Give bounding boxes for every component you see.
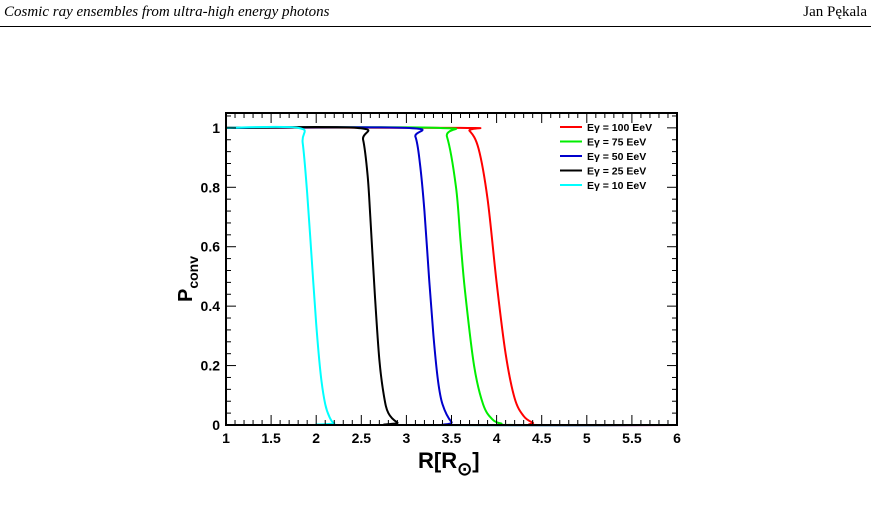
legend-label-4: Eγ = 10 EeV [587,180,646,192]
x-tick-label: 2 [312,430,320,446]
legend-label-0: Eγ = 100 EeV [587,122,652,134]
ticks-layer [225,113,678,426]
x-tick-label: 3 [403,430,411,446]
legend: Eγ = 100 EeV Eγ = 75 EeV Eγ = 50 EeV Eγ = 2… [560,122,652,192]
x-tick-label: 1 [222,430,230,446]
x-tick-label: 1.5 [261,430,281,446]
x-tick-label: 3.5 [442,430,462,446]
x-tick-label: 5.5 [622,430,642,446]
x-tick-label: 5 [583,430,591,446]
x-tick-label: 4.5 [532,430,552,446]
running-title: Cosmic ray ensembles from ultra-high ene… [4,4,330,20]
y-tick-label: 0.4 [201,298,221,314]
y-tick-label: 0.8 [201,179,221,195]
y-tick-label: 0.6 [201,239,221,255]
page-header: Cosmic ray ensembles from ultra-high ene… [0,0,871,30]
y-tick-label: 1 [212,120,220,136]
legend-label-2: Eγ = 50 EeV [587,151,646,163]
x-tick-label: 6 [673,430,681,446]
running-author: Jan Pękala [803,4,867,20]
x-axis-title: R[R⊙] [418,448,480,479]
y-tick-label: 0.2 [201,358,221,374]
legend-label-1: Eγ = 75 EeV [587,137,646,149]
legend-label-3: Eγ = 25 EeV [587,166,646,178]
header-rule [0,26,871,27]
y-axis-title: Pconv [175,256,201,302]
x-tick-label: 4 [493,430,501,446]
x-tick-label: 2.5 [352,430,372,446]
y-tick-label: 0 [212,417,220,433]
tick-labels-layer: 1 1.5 2 2.5 3 3.5 4 4.5 5 5.5 6 0 0.2 0.4 0.6 0.8 1 [201,120,682,446]
series-line-0 [225,126,678,427]
